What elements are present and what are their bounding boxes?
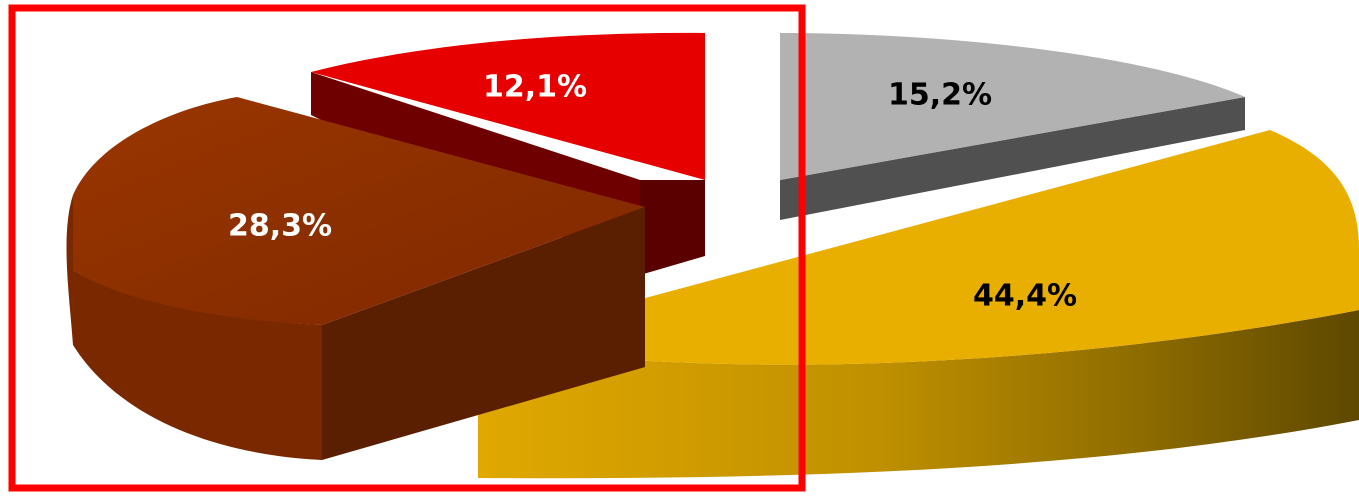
slice-44-4-side (478, 310, 1359, 479)
slice-28-3-top (73, 97, 645, 325)
label-12-1: 12,1% (483, 70, 587, 105)
label-44-4: 44,4% (973, 279, 1077, 314)
label-15-2: 15,2% (888, 78, 992, 113)
slice-28-3 (66, 97, 645, 460)
slice-12-1-top (311, 32, 705, 180)
slice-12-1-side-right (640, 180, 705, 275)
slice-15-2-top (780, 33, 1245, 180)
highlight-frame (8, 4, 806, 492)
label-28-3: 28,3% (228, 209, 332, 244)
slice-28-3-side-right (322, 207, 645, 460)
slice-44-4 (478, 130, 1359, 479)
slice-15-2-side (780, 97, 1245, 220)
slice-44-4-top (478, 130, 1359, 365)
slice-15-2 (780, 33, 1245, 220)
slice-28-3-front (66, 195, 322, 460)
